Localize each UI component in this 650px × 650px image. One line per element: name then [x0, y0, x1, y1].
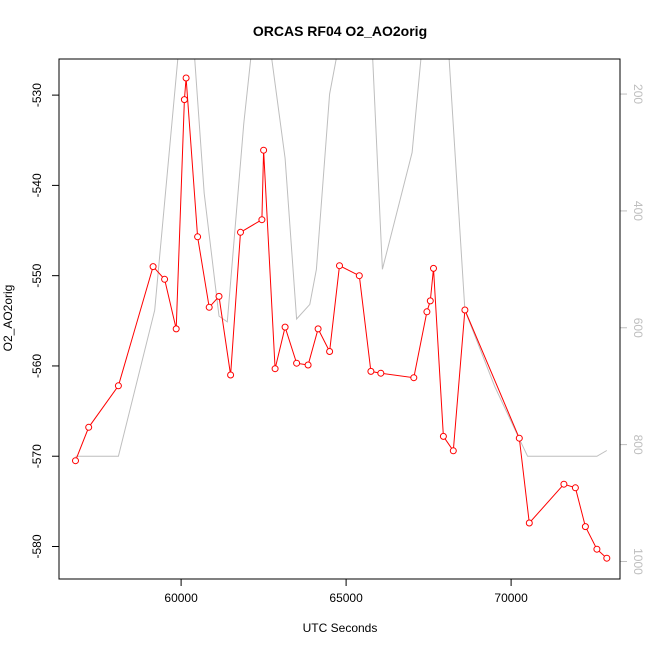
y2-tick-label: 200	[631, 84, 645, 104]
red-series-point	[581, 523, 589, 531]
red-series-point	[603, 554, 611, 562]
red-series-point	[439, 432, 447, 440]
gray-series-line	[75, 59, 608, 457]
y2-tick-label: 800	[631, 435, 645, 455]
x-axis-label: UTC Seconds	[303, 621, 378, 635]
red-series-point	[281, 323, 289, 331]
red-series-point	[215, 292, 223, 300]
red-series-point	[180, 96, 188, 104]
red-series-point	[426, 297, 434, 305]
red-series-point	[377, 369, 385, 377]
red-series-point	[525, 519, 533, 527]
x-tick-label: 70000	[494, 591, 528, 605]
y2-tick-label: 1000	[631, 548, 645, 575]
red-series-point	[293, 359, 301, 367]
red-series-point	[114, 382, 122, 390]
red-series-point	[227, 371, 235, 379]
red-series-point	[423, 308, 431, 316]
red-series-point	[237, 228, 244, 236]
red-series-point	[314, 325, 322, 333]
y-tick-label: -550	[30, 263, 44, 287]
chart-title: ORCAS RF04 O2_AO2orig	[253, 23, 427, 39]
red-series-point	[326, 348, 334, 355]
red-series-point	[461, 306, 469, 314]
red-series-point	[449, 447, 457, 455]
y2-tick-label: 600	[631, 318, 645, 338]
red-series-point	[304, 361, 312, 369]
red-series-point	[172, 325, 180, 333]
y-axis-label: O2_AO2orig	[1, 285, 15, 352]
bottom-axis: 60000 65000 70000	[164, 579, 528, 605]
right-axis: 200 400 600 800 1000	[620, 84, 645, 575]
red-series-point	[430, 264, 437, 272]
plot-frame	[58, 58, 621, 580]
y-tick-label: -570	[30, 444, 44, 468]
red-series-point	[593, 545, 601, 553]
red-series-point	[72, 457, 79, 465]
red-series-point	[161, 275, 169, 283]
red-series	[72, 74, 611, 562]
y-tick-label: -530	[30, 83, 44, 107]
red-series-point	[260, 146, 268, 154]
red-series-point	[336, 262, 343, 270]
y2-tick-label: 400	[631, 201, 645, 221]
red-series-point	[258, 216, 266, 224]
gray-series	[75, 59, 608, 457]
red-series-point	[355, 272, 363, 280]
red-series-point	[271, 365, 279, 373]
red-series-point	[205, 303, 213, 311]
y-tick-label: -580	[30, 534, 44, 558]
red-series-point	[571, 484, 579, 492]
x-tick-label: 65000	[329, 591, 363, 605]
red-series-point	[85, 423, 93, 431]
red-series-point	[149, 263, 157, 271]
y-tick-label: -540	[30, 173, 44, 197]
red-series-point	[194, 233, 202, 241]
red-series-point	[367, 367, 375, 375]
red-series-point	[515, 434, 523, 442]
left-axis: -530 -540 -550 -560 -570 -580	[30, 83, 59, 559]
red-series-point	[410, 374, 418, 382]
x-tick-label: 60000	[164, 591, 198, 605]
red-series-point	[182, 74, 190, 82]
red-series-point	[560, 480, 568, 488]
y-tick-label: -560	[30, 354, 44, 378]
